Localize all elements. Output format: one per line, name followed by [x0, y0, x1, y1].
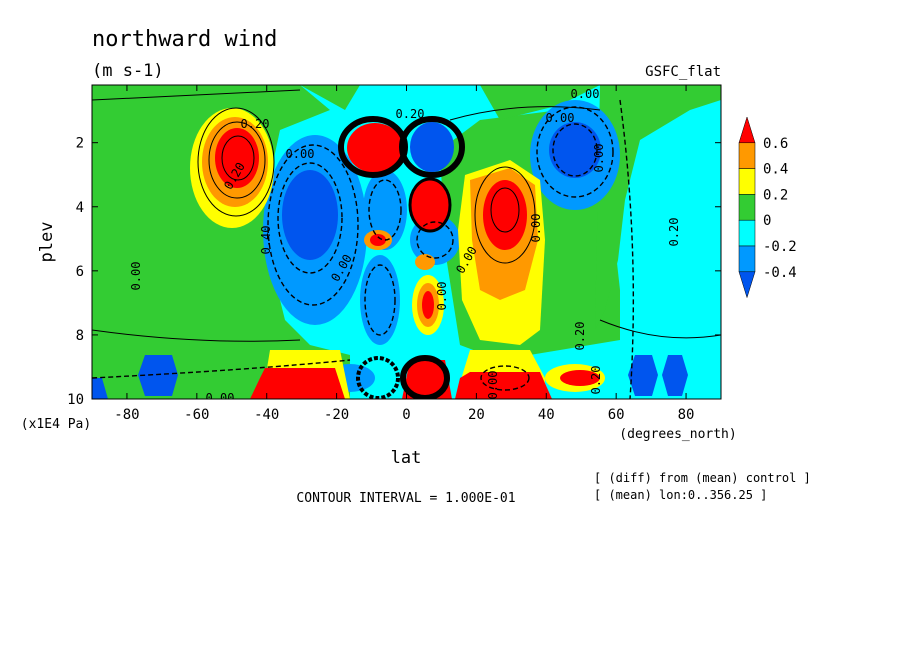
- y-tick-label: 10: [67, 392, 84, 408]
- footnote-diff: [ (diff) from (mean) control ]: [594, 471, 811, 485]
- colorbar-top-arrow: [738, 116, 756, 144]
- x-tick-label: -80: [114, 407, 139, 423]
- x-axis-units: (degrees_north): [619, 427, 736, 442]
- colorbar-swatch: [738, 245, 756, 273]
- contour-value-label: 0.20: [241, 117, 270, 131]
- contour-value-label: 0.00: [529, 214, 543, 243]
- contour-value-label: 0.00: [546, 111, 575, 125]
- source-label: GSFC_flat: [645, 64, 721, 80]
- colorbar: 0.6 0.4 0.2 0 -0.2 -0.4: [738, 116, 797, 299]
- contour-value-label: 0.00: [206, 391, 235, 405]
- colorbar-swatch: [738, 168, 756, 195]
- colorbar-label: 0.2: [763, 187, 788, 203]
- contour-value-label: 0.00: [286, 147, 315, 161]
- contour-value-label: 0.00: [435, 282, 449, 311]
- colorbar-bottom-arrow: [738, 271, 756, 299]
- contour-value-label: 0.00: [571, 87, 600, 101]
- y-tick-label: 8: [76, 328, 84, 344]
- x-tick-label: -20: [324, 407, 349, 423]
- y-axis: 2 4 6 8 10: [67, 136, 721, 408]
- x-tick-label: 60: [608, 407, 625, 423]
- contour-value-label: 0.00: [486, 371, 500, 400]
- y-axis-label: plev: [37, 222, 57, 263]
- dashed-contours: [92, 99, 635, 399]
- contour-labels: 0.20 0.20 0.00 0.00 0.00 0.00 0.00 0.20 0.20 0.40…: [129, 87, 681, 405]
- plot-area: 0.20 0.20 0.00 0.00 0.00 0.00 0.00 0.20 0.20 0.40…: [92, 85, 721, 405]
- deep-blue-regions: [92, 122, 688, 399]
- colorbar-swatch: [738, 142, 756, 169]
- footnote-mean: [ (mean) lon:0..356.25 ]: [594, 488, 767, 502]
- x-tick-label: -40: [254, 407, 279, 423]
- contour-interval: CONTOUR INTERVAL = 1.000E-01: [296, 491, 515, 506]
- y-axis-units: (x1E4 Pa): [21, 417, 91, 432]
- chart-title: northward wind: [92, 27, 277, 52]
- colorbar-label: -0.4: [763, 265, 797, 281]
- colorbar-label: -0.2: [763, 239, 797, 255]
- y-tick-label: 4: [76, 200, 84, 216]
- x-tick-label: 80: [678, 407, 695, 423]
- colorbar-swatch: [738, 219, 756, 247]
- contour-value-label: 0.00: [592, 144, 606, 173]
- x-tick-label: 20: [468, 407, 485, 423]
- contour-value-label: 0.20: [396, 107, 425, 121]
- y-tick-label: 6: [76, 264, 84, 280]
- y-tick-label: 2: [76, 136, 84, 152]
- x-tick-label: 0: [402, 407, 410, 423]
- colorbar-label: 0.6: [763, 136, 788, 152]
- contour-value-label: 0.20: [573, 322, 587, 351]
- contour-value-label: 0.40: [259, 226, 273, 255]
- colorbar-swatch: [738, 194, 756, 221]
- x-axis-label: lat: [391, 448, 422, 468]
- x-axis: -80 -60 -40 -20 0 20 40 60 80: [114, 85, 694, 423]
- contour-value-label: 0.20: [589, 366, 603, 395]
- x-tick-label: -60: [184, 407, 209, 423]
- chart-units: (m s-1): [92, 61, 164, 81]
- contour-value-label: 0.00: [129, 262, 143, 291]
- extreme-cores: [338, 116, 465, 399]
- colorbar-label: 0: [763, 213, 771, 229]
- contour-value-label: 0.20: [667, 218, 681, 247]
- colorbar-label: 0.4: [763, 162, 788, 178]
- x-tick-label: 40: [538, 407, 555, 423]
